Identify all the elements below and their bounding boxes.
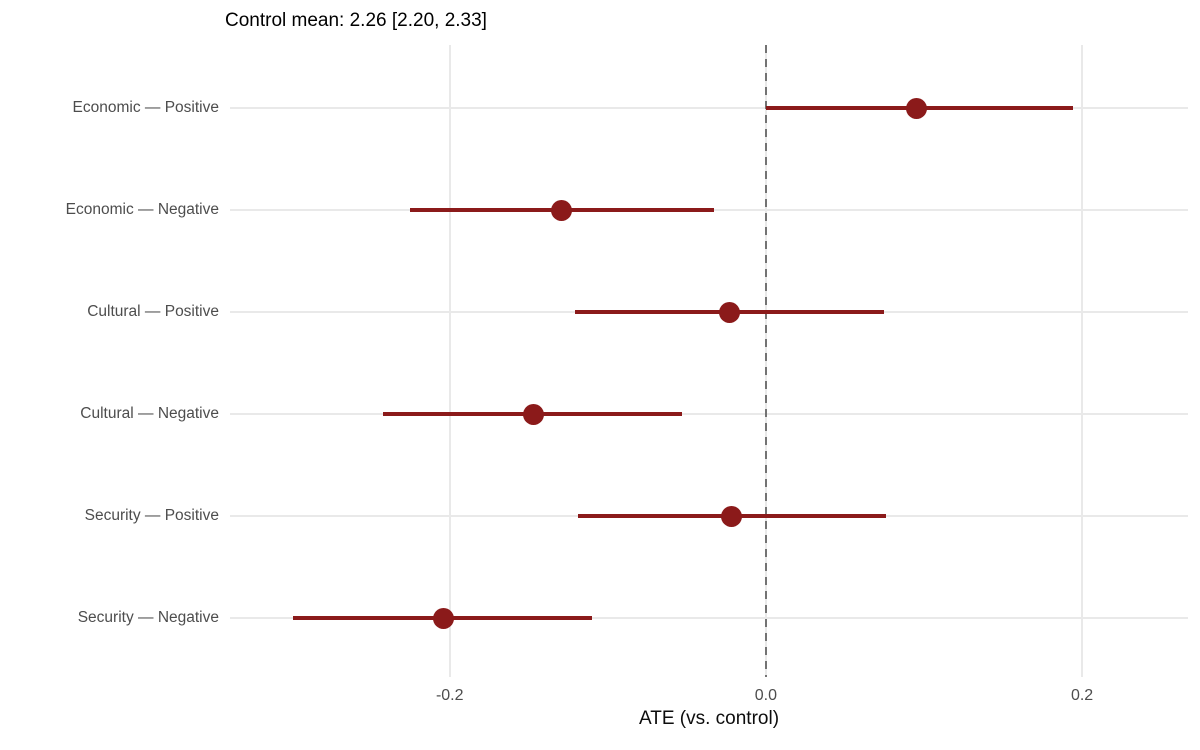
estimate-point: [523, 403, 545, 425]
estimate-point: [905, 97, 927, 119]
major-gridline-horizontal: [230, 617, 1188, 619]
y-axis-label: Cultural — Positive: [87, 303, 219, 320]
estimate-point: [432, 607, 454, 629]
y-axis-label: Security — Negative: [77, 609, 219, 626]
estimate-point: [719, 301, 741, 323]
y-axis-label: Security — Positive: [84, 507, 219, 524]
plot-panel: [230, 45, 1188, 677]
major-gridline-horizontal: [230, 107, 1188, 109]
estimate-point: [720, 505, 742, 527]
x-axis-tick-label: 0.0: [754, 687, 778, 704]
y-axis-label: Economic — Positive: [72, 99, 219, 116]
major-gridline-horizontal: [230, 413, 1188, 415]
plot-title: Control mean: 2.26 [2.20, 2.33]: [225, 10, 487, 31]
y-axis-label: Cultural — Negative: [80, 405, 219, 422]
x-axis-tick-label: -0.2: [435, 687, 464, 704]
major-gridline-vertical: [1081, 45, 1084, 677]
y-axis-label: Economic — Negative: [65, 201, 219, 218]
x-axis-title: ATE (vs. control): [638, 708, 780, 729]
major-gridline-vertical: [448, 45, 451, 677]
zero-reference-line: [764, 45, 767, 677]
x-axis-tick-label: 0.2: [1070, 687, 1094, 704]
estimate-point: [551, 199, 573, 221]
